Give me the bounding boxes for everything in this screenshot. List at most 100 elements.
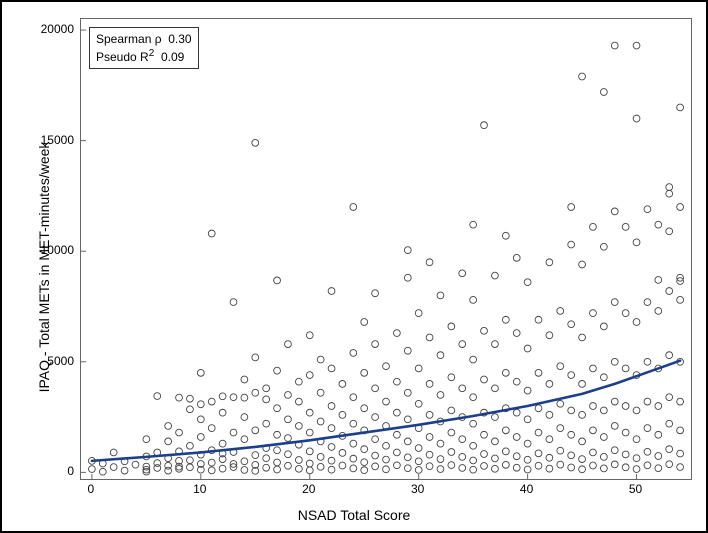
scatter-point: [274, 447, 281, 454]
scatter-point: [600, 407, 607, 414]
scatter-point: [535, 369, 542, 376]
scatter-point: [88, 466, 95, 473]
scatter-point: [448, 374, 455, 381]
scatter-point: [492, 414, 499, 421]
scatter-point: [535, 429, 542, 436]
scatter-point: [252, 427, 259, 434]
scatter-point: [535, 316, 542, 323]
scatter-point: [415, 467, 422, 474]
scatter-point: [600, 465, 607, 472]
scatter-point: [568, 372, 575, 379]
scatter-point: [263, 396, 270, 403]
scatter-point: [622, 429, 629, 436]
stats-label: Pseudo R: [96, 50, 149, 64]
scatter-point: [459, 270, 466, 277]
scatter-point: [579, 334, 586, 341]
scatter-point: [328, 444, 335, 451]
scatter-point: [622, 464, 629, 471]
y-axis-label: IPAQ - Total METs in MET-minutes/week: [36, 117, 52, 417]
scatter-point: [622, 451, 629, 458]
y-tick-label: 10000: [24, 243, 74, 257]
scatter-point: [481, 463, 488, 470]
scatter-point: [372, 414, 379, 421]
scatter-point: [426, 434, 433, 441]
scatter-point: [492, 455, 499, 462]
scatter-point: [317, 389, 324, 396]
scatter-point: [677, 296, 684, 303]
scatter-point: [677, 104, 684, 111]
scatter-point: [611, 423, 618, 430]
plot-area: Spearman ρ 0.30Pseudo R2 0.09: [80, 18, 692, 480]
scatter-point: [492, 438, 499, 445]
scatter-point: [285, 392, 292, 399]
scatter-point: [187, 406, 194, 413]
scatter-point: [600, 434, 607, 441]
scatter-point: [372, 385, 379, 392]
scatter-point: [492, 341, 499, 348]
scatter-point: [600, 374, 607, 381]
scatter-point: [579, 73, 586, 80]
scatter-point: [579, 261, 586, 268]
scatter-point: [546, 454, 553, 461]
scatter-point: [677, 398, 684, 405]
scatter-point: [448, 449, 455, 456]
scatter-point: [568, 204, 575, 211]
scatter-point: [306, 372, 313, 379]
scatter-point: [219, 393, 226, 400]
scatter-point: [328, 466, 335, 473]
scatter-point: [655, 221, 662, 228]
scatter-point: [372, 452, 379, 459]
stats-row: Pseudo R2 0.09: [96, 47, 192, 65]
scatter-point: [590, 449, 597, 456]
scatter-point: [415, 458, 422, 465]
scatter-point: [481, 451, 488, 458]
scatter-point: [383, 456, 390, 463]
scatter-point: [633, 407, 640, 414]
scatter-point: [437, 352, 444, 359]
scatter-point: [535, 462, 542, 469]
scatter-point: [459, 436, 466, 443]
scatter-point: [339, 450, 346, 457]
scatter-point: [306, 429, 313, 436]
scatter-point: [252, 389, 259, 396]
scatter-point: [317, 453, 324, 460]
scatter-point: [470, 457, 477, 464]
scatter-point: [666, 288, 673, 295]
scatter-point: [176, 394, 183, 401]
scatter-point: [644, 358, 651, 365]
scatter-point: [481, 327, 488, 334]
x-tick-label: 0: [88, 482, 95, 496]
scatter-point: [611, 358, 618, 365]
scatter-point: [546, 436, 553, 443]
scatter-point: [263, 385, 270, 392]
scatter-point: [568, 452, 575, 459]
scatter-point: [590, 427, 597, 434]
scatter-point: [655, 277, 662, 284]
scatter-point: [622, 403, 629, 410]
scatter-point: [295, 465, 302, 472]
scatter-point: [502, 461, 509, 468]
scatter-point: [110, 449, 117, 456]
scatter-point: [546, 332, 553, 339]
scatter-point: [361, 369, 368, 376]
scatter-point: [524, 466, 531, 473]
scatter-point: [404, 438, 411, 445]
scatter-point: [339, 462, 346, 469]
scatter-point: [579, 411, 586, 418]
scatter-point: [470, 466, 477, 473]
scatter-point: [448, 462, 455, 469]
scatter-point: [263, 455, 270, 462]
scatter-point: [655, 465, 662, 472]
scatter-point: [383, 398, 390, 405]
scatter-point: [524, 387, 531, 394]
scatter-point: [448, 429, 455, 436]
scatter-point: [208, 467, 215, 474]
scatter-point: [404, 347, 411, 354]
scatter-point: [524, 456, 531, 463]
scatter-point: [579, 438, 586, 445]
scatter-point: [611, 299, 618, 306]
scatter-point: [633, 42, 640, 49]
y-tick-label: 20000: [24, 22, 74, 36]
scatter-point: [557, 461, 564, 468]
scatter-point: [241, 376, 248, 383]
